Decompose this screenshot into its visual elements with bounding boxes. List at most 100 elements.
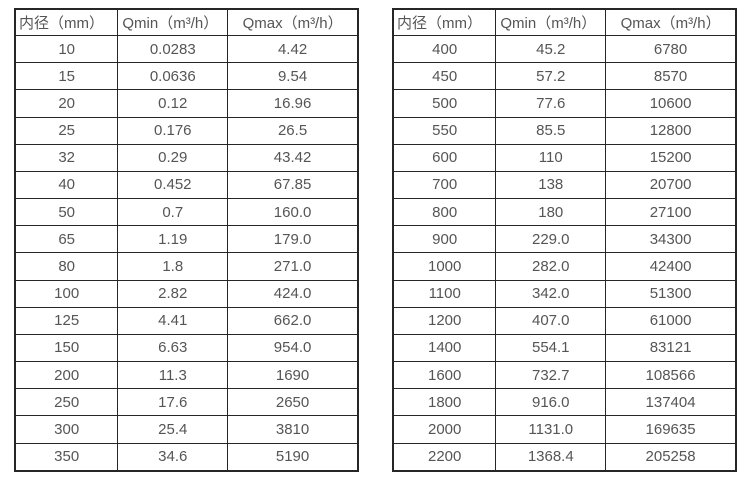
qmin-cell: 0.29	[117, 143, 229, 172]
qmin-cell: 0.7	[117, 198, 229, 227]
table-row: 2200 1368.4 205258	[392, 442, 737, 472]
qmin-cell: 6.63	[117, 333, 229, 363]
qmax-cell: 108566	[605, 361, 737, 390]
diameter-cell: 32	[14, 143, 119, 172]
table-body: 400 45.2 6780 450 57.2 8570 500 77.6 10600 550 85.…	[392, 34, 737, 472]
qmin-cell: 342.0	[495, 279, 607, 308]
table-row: 1100 342.0 51300	[392, 279, 737, 308]
qmax-cell: 34300	[605, 225, 737, 254]
diameter-cell: 10	[14, 34, 119, 64]
qmax-cell: 15200	[605, 143, 737, 172]
qmin-cell: 11.3	[117, 361, 229, 390]
qmax-cell: 51300	[605, 279, 737, 308]
table-row: 15 0.0636 9.54	[14, 62, 359, 91]
table-row: 10 0.0283 4.42	[14, 34, 359, 64]
qmin-cell: 1131.0	[495, 415, 607, 444]
table-row: 150 6.63 954.0	[14, 333, 359, 363]
table-row: 25 0.176 26.5	[14, 116, 359, 145]
diameter-cell: 1600	[392, 361, 497, 390]
diameter-cell: 500	[392, 89, 497, 118]
diameter-cell: 50	[14, 198, 119, 227]
qmin-cell: 85.5	[495, 116, 607, 145]
diameter-cell: 1100	[392, 279, 497, 308]
table-row: 32 0.29 43.42	[14, 143, 359, 172]
diameter-cell: 1000	[392, 252, 497, 281]
diameter-cell: 2000	[392, 415, 497, 444]
diameter-cell: 25	[14, 116, 119, 145]
qmin-cell: 110	[495, 143, 607, 172]
table-row: 50 0.7 160.0	[14, 198, 359, 227]
diameter-cell: 550	[392, 116, 497, 145]
qmax-cell: 137404	[605, 388, 737, 417]
diameter-cell: 800	[392, 198, 497, 227]
diameter-cell: 900	[392, 225, 497, 254]
table-body: 10 0.0283 4.42 15 0.0636 9.54 20 0.12 16.96 25 0.1…	[14, 34, 359, 472]
diameter-cell: 1200	[392, 306, 497, 335]
qmin-cell: 916.0	[495, 388, 607, 417]
qmin-cell: 45.2	[495, 34, 607, 64]
qmax-cell: 1690	[227, 361, 359, 390]
diameter-column-header: 内径（mm）	[14, 8, 119, 36]
qmax-cell: 169635	[605, 415, 737, 444]
diameter-cell: 2200	[392, 442, 497, 472]
qmin-cell: 554.1	[495, 333, 607, 363]
qmax-cell: 179.0	[227, 225, 359, 254]
qmin-cell: 0.0283	[117, 34, 229, 64]
qmin-cell: 1.19	[117, 225, 229, 254]
table-row: 1600 732.7 108566	[392, 361, 737, 390]
qmax-cell: 160.0	[227, 198, 359, 227]
table-row: 600 110 15200	[392, 143, 737, 172]
table-row: 100 2.82 424.0	[14, 279, 359, 308]
diameter-cell: 125	[14, 306, 119, 335]
table-row: 500 77.6 10600	[392, 89, 737, 118]
qmin-cell: 0.452	[117, 170, 229, 200]
qmax-cell: 67.85	[227, 170, 359, 200]
qmin-cell: 1.8	[117, 252, 229, 281]
qmin-cell: 407.0	[495, 306, 607, 335]
qmax-cell: 10600	[605, 89, 737, 118]
diameter-cell: 65	[14, 225, 119, 254]
qmax-cell: 205258	[605, 442, 737, 472]
table-row: 200 11.3 1690	[14, 361, 359, 390]
qmax-cell: 662.0	[227, 306, 359, 335]
qmax-cell: 954.0	[227, 333, 359, 363]
diameter-column-header: 内径（mm）	[392, 8, 497, 36]
qmin-cell: 17.6	[117, 388, 229, 417]
diameter-cell: 150	[14, 333, 119, 363]
table-row: 65 1.19 179.0	[14, 225, 359, 254]
qmin-cell: 4.41	[117, 306, 229, 335]
diameter-cell: 600	[392, 143, 497, 172]
qmax-cell: 4.42	[227, 34, 359, 64]
qmax-cell: 43.42	[227, 143, 359, 172]
qmax-cell: 83121	[605, 333, 737, 363]
table-row: 40 0.452 67.85	[14, 170, 359, 200]
table-row: 800 180 27100	[392, 198, 737, 227]
header-row: 内径（mm） Qmin（m³/h） Qmax（m³/h）	[14, 8, 359, 36]
qmin-cell: 732.7	[495, 361, 607, 390]
qmin-cell: 229.0	[495, 225, 607, 254]
header-row: 内径（mm） Qmin（m³/h） Qmax（m³/h）	[392, 8, 737, 36]
qmax-cell: 12800	[605, 116, 737, 145]
diameter-cell: 200	[14, 361, 119, 390]
table-row: 550 85.5 12800	[392, 116, 737, 145]
qmax-cell: 5190	[227, 442, 359, 472]
diameter-cell: 700	[392, 170, 497, 200]
table-row: 900 229.0 34300	[392, 225, 737, 254]
qmin-cell: 0.0636	[117, 62, 229, 91]
qmax-cell: 6780	[605, 34, 737, 64]
qmin-column-header: Qmin（m³/h）	[117, 8, 229, 36]
diameter-cell: 40	[14, 170, 119, 200]
diameter-cell: 15	[14, 62, 119, 91]
diameter-cell: 80	[14, 252, 119, 281]
table-row: 250 17.6 2650	[14, 388, 359, 417]
table-row: 300 25.4 3810	[14, 415, 359, 444]
table-row: 1400 554.1 83121	[392, 333, 737, 363]
qmin-cell: 2.82	[117, 279, 229, 308]
qmax-cell: 26.5	[227, 116, 359, 145]
table-row: 1000 282.0 42400	[392, 252, 737, 281]
qmax-cell: 9.54	[227, 62, 359, 91]
table-row: 700 138 20700	[392, 170, 737, 200]
diameter-cell: 1800	[392, 388, 497, 417]
table-row: 1800 916.0 137404	[392, 388, 737, 417]
